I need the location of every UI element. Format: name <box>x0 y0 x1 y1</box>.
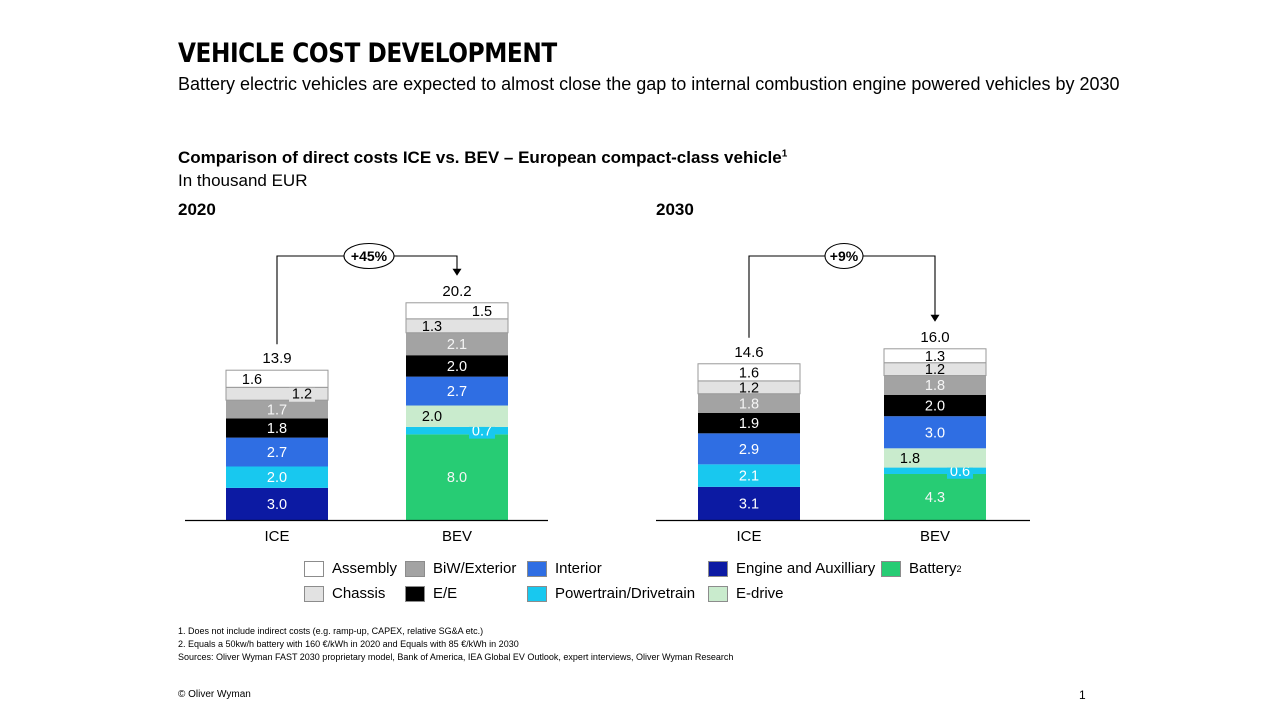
value-label-powertrain-drivetrain: 2.0 <box>267 470 287 486</box>
segment-assembly <box>405 302 509 320</box>
value-label-chassis: 1.2 <box>739 380 759 396</box>
difference-bubble <box>824 242 864 270</box>
segment-biw-exterior <box>226 400 328 419</box>
value-label-powertrain-drivetrain: 2.1 <box>739 469 759 485</box>
segment-assembly <box>697 363 801 382</box>
category-label-ice: ICE <box>264 528 289 545</box>
chart-panel-2020: 3.0 2.0 2.7 1.8 1.7 1.2 1.613.9 ICE 8.0 0.7 2.0 2.7… <box>185 242 548 545</box>
segment-e-drive <box>884 448 986 468</box>
value-label-powertrain-drivetrain: 0.6 <box>950 464 970 480</box>
value-label-biw-exterior: 1.8 <box>925 378 945 394</box>
category-label-bev: BEV <box>920 528 950 545</box>
value-label-battery: 4.3 <box>925 490 945 506</box>
chart-panel-2030: 3.12.12.91.91.81.21.614.6ICE4.30.61.83.0… <box>656 242 1030 545</box>
bar-ice-2030: 3.1 2.1 2.9 1.9 1.81.21.6 <box>697 363 801 520</box>
category-label-ice: ICE <box>736 528 761 545</box>
chart-unit: In thousand EUR <box>178 171 308 190</box>
total-label-ice: 14.6 <box>734 344 763 361</box>
sources-note: Sources: Oliver Wyman FAST 2030 propriet… <box>178 652 734 662</box>
value-label-interior: 3.0 <box>925 425 945 441</box>
segment-e-e <box>406 355 508 377</box>
value-label-assembly: 1.5 <box>472 304 492 320</box>
bar-ice-2020: 3.0 2.0 2.7 1.8 1.7 1.2 1.6 <box>225 369 329 520</box>
segment-powertrain-drivetrain <box>884 467 986 474</box>
footnote-2: 2. Equals a 50kw/h battery with 160 €/kW… <box>178 639 519 649</box>
segment-e-drive <box>406 405 508 427</box>
segment-battery <box>884 473 986 520</box>
value-label-engine-and-auxilliary: 3.0 <box>267 497 287 513</box>
value-label-engine-and-auxilliary: 3.1 <box>739 496 759 512</box>
segment-powertrain-drivetrain <box>406 426 508 435</box>
difference-bubble <box>343 242 395 270</box>
value-label-assembly: 1.6 <box>242 372 262 388</box>
chart-title: Comparison of direct costs ICE vs. BEV –… <box>178 148 787 168</box>
copyright: © Oliver Wyman <box>178 689 251 700</box>
value-label-interior: 2.7 <box>447 384 467 400</box>
segment-assembly <box>225 369 329 388</box>
segment-engine-and-auxilliary <box>698 486 800 520</box>
segment-battery <box>406 434 508 520</box>
chart-title-footnote-mark: 1 <box>781 148 788 160</box>
bar-bev-2020: 8.0 0.7 2.0 2.7 2.0 2.1 1.3 1.5 <box>405 302 509 520</box>
difference-label: +45% <box>351 248 388 264</box>
segment-e-e <box>226 418 328 438</box>
segment-interior <box>698 433 800 465</box>
segment-interior <box>884 416 986 449</box>
total-label-ice: 13.9 <box>262 350 291 367</box>
value-label-chassis: 1.3 <box>422 319 442 335</box>
value-label-battery: 8.0 <box>447 470 467 486</box>
segment-e-e <box>884 394 986 417</box>
value-label-e-e: 1.8 <box>267 421 287 437</box>
total-label-bev: 16.0 <box>920 329 949 346</box>
page-number: 1 <box>1079 688 1086 702</box>
page-title: VEHICLE COST DEVELOPMENT <box>178 38 557 69</box>
value-label-e-drive: 1.8 <box>900 451 920 467</box>
value-label-assembly: 1.6 <box>739 365 759 381</box>
chart-title-text: Comparison of direct costs ICE vs. BEV –… <box>178 148 782 167</box>
value-label-chassis: 1.2 <box>925 362 945 378</box>
label-box-chassis <box>289 385 315 402</box>
value-label-e-e: 2.0 <box>925 399 945 415</box>
segment-interior <box>406 376 508 406</box>
value-label-biw-exterior: 1.8 <box>739 396 759 412</box>
segment-powertrain-drivetrain <box>226 466 328 488</box>
value-label-interior: 2.7 <box>267 445 287 461</box>
difference-label: +9% <box>830 248 859 264</box>
segment-interior <box>226 437 328 467</box>
segment-biw-exterior <box>884 375 986 395</box>
value-label-biw-exterior: 1.7 <box>267 402 287 418</box>
panel-title-2020: 2020 <box>178 200 216 219</box>
total-label-bev: 20.2 <box>442 283 471 300</box>
segment-biw-exterior <box>698 393 800 413</box>
segment-engine-and-auxilliary <box>226 487 328 520</box>
footnote-1: 1. Does not include indirect costs (e.g.… <box>178 626 484 636</box>
difference-arrowhead <box>930 314 940 322</box>
value-label-e-e: 2.0 <box>447 359 467 375</box>
bar-bev-2030: 4.30.61.83.02.01.81.21.3 <box>883 348 987 520</box>
value-label-e-drive: 2.0 <box>422 409 442 425</box>
value-label-interior: 2.9 <box>739 442 759 458</box>
segment-biw-exterior <box>406 332 508 356</box>
panel-title-2030: 2030 <box>656 200 694 219</box>
value-label-biw-exterior: 2.1 <box>447 337 467 353</box>
segment-powertrain-drivetrain <box>698 464 800 487</box>
difference-arrowhead <box>452 268 462 276</box>
page-subtitle: Battery electric vehicles are expected t… <box>178 74 1120 94</box>
category-label-bev: BEV <box>442 528 472 545</box>
segment-e-e <box>698 413 800 434</box>
value-label-chassis: 1.2 <box>292 387 312 403</box>
value-label-assembly: 1.3 <box>925 349 945 365</box>
value-label-e-e: 1.9 <box>739 416 759 432</box>
value-label-powertrain-drivetrain: 0.7 <box>472 424 492 440</box>
segment-assembly <box>883 348 987 364</box>
